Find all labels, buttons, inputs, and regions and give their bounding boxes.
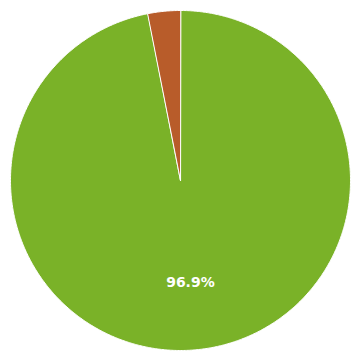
svg-text:96.9%: 96.9%	[166, 273, 215, 289]
